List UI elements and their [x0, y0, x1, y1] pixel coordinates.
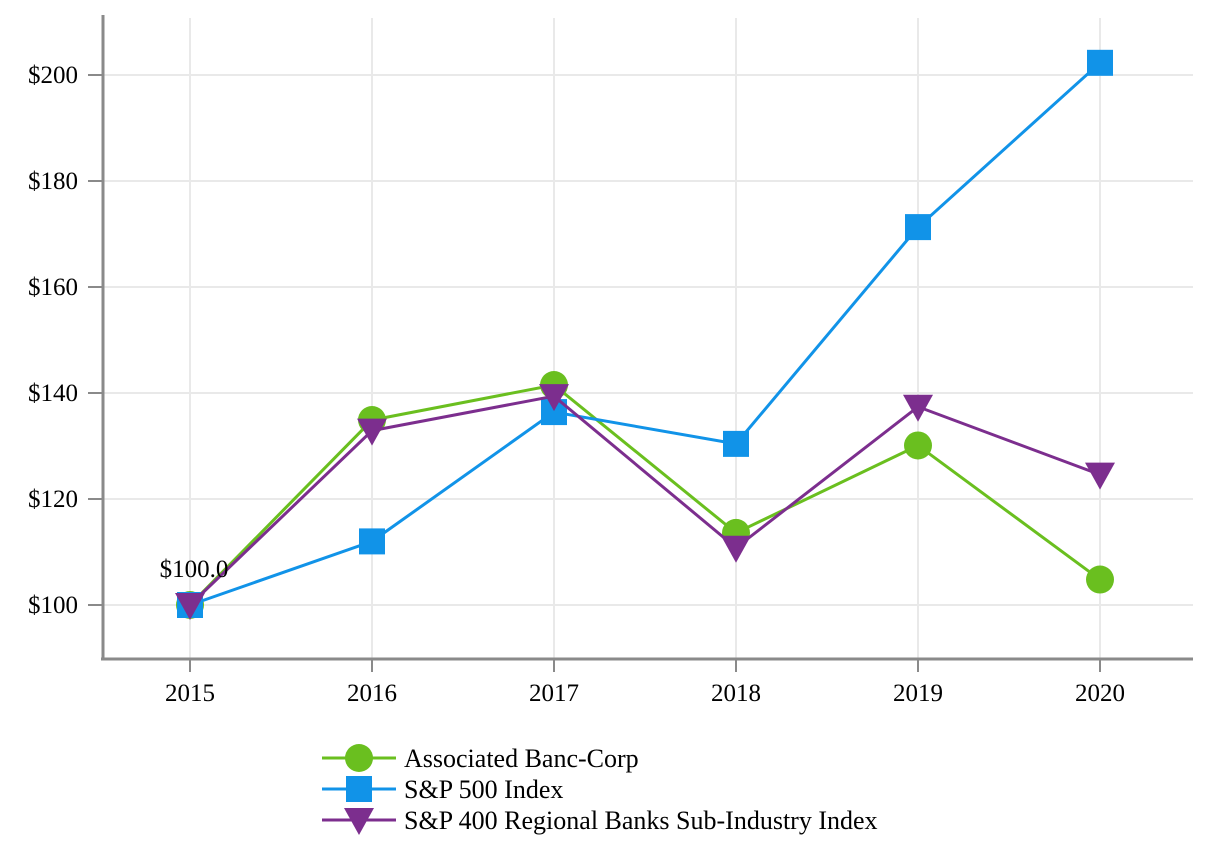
legend-item-associated-banc-corp: Associated Banc-Corp: [322, 743, 878, 774]
chart-plot-area: $100 $120 $140 $160 $180 $200 2015 2016 2017 2018…: [28, 15, 1193, 707]
svg-text:2020: 2020: [1075, 680, 1125, 707]
svg-text:$180: $180: [28, 168, 78, 195]
legend-label: Associated Banc-Corp: [404, 744, 639, 773]
legend-item-sp400-regional-banks: S&P 400 Regional Banks Sub-Industry Inde…: [322, 805, 878, 836]
chart-legend: Associated Banc-Corp S&P 500 Index S&P 4…: [322, 743, 878, 836]
svg-text:2019: 2019: [893, 680, 943, 707]
svg-text:2018: 2018: [711, 680, 761, 707]
svg-text:2016: 2016: [347, 680, 397, 707]
triangle-marker-icon: [322, 808, 396, 835]
svg-text:$100: $100: [28, 592, 78, 619]
svg-text:$140: $140: [28, 380, 78, 407]
circle-marker-icon: [322, 744, 396, 772]
svg-text:$120: $120: [28, 486, 78, 513]
legend-label: S&P 400 Regional Banks Sub-Industry Inde…: [404, 806, 878, 835]
legend-item-sp500-index: S&P 500 Index: [322, 774, 878, 805]
svg-text:$100.0: $100.0: [160, 556, 229, 583]
svg-text:2015: 2015: [165, 680, 215, 707]
legend-label: S&P 500 Index: [404, 775, 564, 804]
svg-text:2017: 2017: [529, 680, 579, 707]
svg-text:$160: $160: [28, 274, 78, 301]
square-marker-icon: [322, 776, 396, 802]
svg-text:$200: $200: [28, 62, 78, 89]
